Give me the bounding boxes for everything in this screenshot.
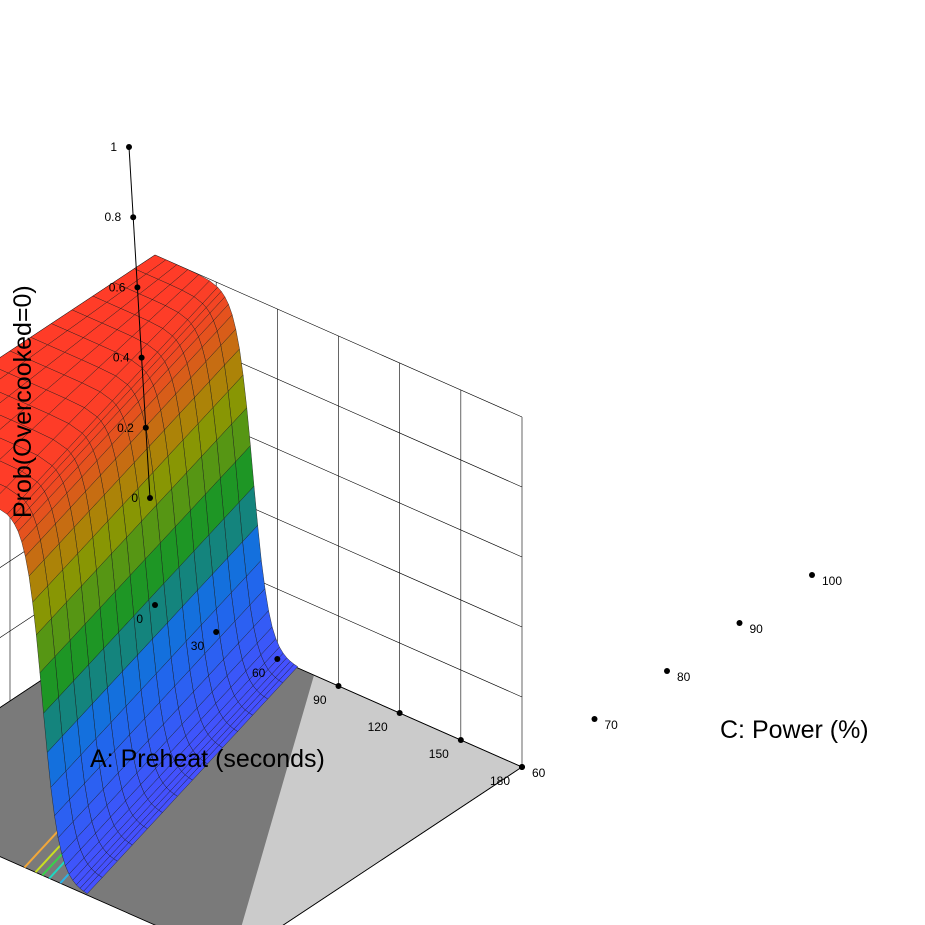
y-tick-label: 90 xyxy=(750,622,764,636)
x-tick-label: 180 xyxy=(490,774,510,788)
z-tick-marker xyxy=(138,354,145,361)
y-tick-label: 60 xyxy=(532,766,546,780)
y-tick-label: 80 xyxy=(677,670,691,684)
z-tick-label: 0.8 xyxy=(105,210,122,224)
y-tick-marker xyxy=(664,668,670,674)
y-tick-marker xyxy=(519,764,525,770)
x-tick-marker xyxy=(457,737,464,743)
x-tick-label: 0 xyxy=(136,612,143,626)
z-tick-marker xyxy=(126,144,132,150)
x-tick-label: 30 xyxy=(191,639,205,653)
x-tick-marker xyxy=(396,710,403,716)
x-tick-label: 60 xyxy=(252,666,266,680)
z-tick-marker xyxy=(130,214,137,221)
x-tick-marker xyxy=(152,602,158,608)
y-tick-label: 70 xyxy=(605,718,619,732)
z-tick-marker xyxy=(142,424,149,431)
z-tick-label: 0.6 xyxy=(109,280,126,294)
y-tick-marker xyxy=(809,572,815,578)
y-tick-marker xyxy=(736,620,743,626)
z-tick-marker xyxy=(134,284,141,291)
z-axis-line xyxy=(128,146,151,499)
y-tick-label: 100 xyxy=(822,574,842,588)
z-tick-label: 0.2 xyxy=(117,421,134,435)
z-axis-title: Prob(Overcooked=0) xyxy=(9,285,37,518)
z-tick-marker xyxy=(147,495,153,501)
grid-line xyxy=(154,254,523,418)
z-tick-label: 0 xyxy=(131,491,138,505)
x-tick-label: 150 xyxy=(429,747,449,761)
response-surface xyxy=(0,254,299,894)
x-tick-marker xyxy=(274,656,281,662)
y-axis-title: C: Power (%) xyxy=(720,716,869,744)
x-axis-title: A: Preheat (seconds) xyxy=(90,745,325,773)
surface-patch xyxy=(83,874,103,894)
x-tick-marker xyxy=(213,629,220,635)
x-tick-label: 90 xyxy=(313,693,327,707)
z-tick-label: 0.4 xyxy=(113,351,130,365)
y-tick-marker xyxy=(591,716,598,722)
axes: 0 0.2 0.4 0.6 0.8 1 0 30 60 90 120 150 180 60 70 80 90 10… xyxy=(105,140,843,788)
z-tick-label: 1 xyxy=(110,140,117,154)
x-tick-marker xyxy=(335,683,342,689)
x-tick-label: 120 xyxy=(368,720,388,734)
